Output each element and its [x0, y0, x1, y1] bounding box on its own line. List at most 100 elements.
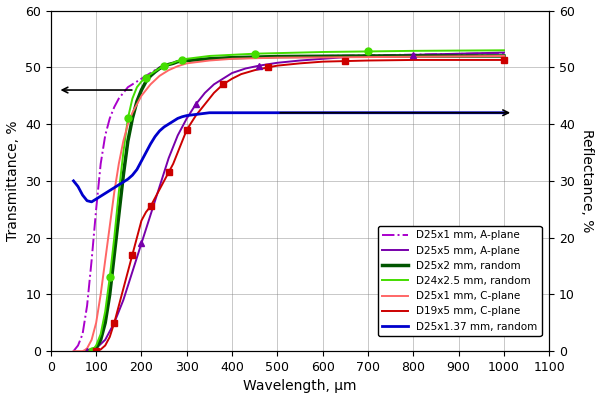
D19x5 mm, C-plane: [211, 91, 218, 95]
Line: D19x5 mm, C-plane: D19x5 mm, C-plane: [96, 60, 504, 351]
D25x1.37 mm, random: [165, 122, 172, 126]
D25x1.37 mm, random: [97, 194, 104, 199]
D25x1.37 mm, random: [124, 177, 131, 182]
D25x1 mm, A-plane: [120, 91, 127, 95]
D19x5 mm, C-plane: [115, 303, 122, 308]
D25x1.37 mm, random: [500, 111, 508, 115]
D25x1 mm, A-plane: [500, 51, 508, 55]
D19x5 mm, C-plane: [192, 113, 199, 118]
D24x2.5 mm, random: [206, 53, 213, 58]
D25x1.37 mm, random: [179, 115, 186, 119]
D25x2 mm, random: [206, 56, 213, 61]
D25x1.37 mm, random: [156, 128, 163, 133]
D25x2 mm, random: [115, 213, 122, 217]
D24x2.5 mm, random: [151, 69, 158, 74]
D25x1 mm, A-plane: [183, 58, 190, 63]
D25x1 mm, A-plane: [229, 55, 236, 60]
D25x5 mm, A-plane: [274, 60, 281, 65]
D25x5 mm, A-plane: [455, 51, 462, 56]
D25x1 mm, C-plane: [110, 190, 118, 195]
D25x1 mm, A-plane: [70, 349, 77, 354]
D24x2.5 mm, random: [170, 60, 177, 65]
D19x5 mm, C-plane: [120, 286, 127, 291]
D25x1 mm, A-plane: [115, 96, 122, 101]
D19x5 mm, C-plane: [179, 139, 186, 144]
D19x5 mm, C-plane: [147, 204, 154, 209]
D25x1 mm, A-plane: [274, 54, 281, 59]
D19x5 mm, C-plane: [319, 59, 326, 64]
Line: D25x5 mm, A-plane: D25x5 mm, A-plane: [87, 53, 504, 351]
D25x1 mm, C-plane: [206, 58, 213, 63]
D24x2.5 mm, random: [92, 343, 100, 348]
D19x5 mm, C-plane: [133, 235, 140, 240]
D25x1.37 mm, random: [129, 173, 136, 178]
D25x1.37 mm, random: [142, 150, 149, 155]
X-axis label: Wavelength, μm: Wavelength, μm: [244, 379, 357, 393]
D19x5 mm, C-plane: [124, 269, 131, 274]
D25x1 mm, C-plane: [88, 338, 95, 342]
D25x2 mm, random: [179, 59, 186, 63]
Legend: D25x1 mm, A-plane, D25x5 mm, A-plane, D25x2 mm, random, D24x2.5 mm, random, D25x: D25x1 mm, A-plane, D25x5 mm, A-plane, D2…: [377, 226, 542, 336]
D25x1 mm, A-plane: [106, 116, 113, 121]
D25x1 mm, A-plane: [79, 332, 86, 336]
D19x5 mm, C-plane: [101, 343, 109, 348]
D25x1.37 mm, random: [206, 111, 213, 115]
D25x1 mm, C-plane: [174, 64, 181, 69]
D25x1 mm, C-plane: [364, 55, 371, 59]
D25x1 mm, A-plane: [156, 65, 163, 70]
D25x5 mm, A-plane: [242, 66, 249, 71]
D25x2 mm, random: [151, 69, 158, 74]
D25x2 mm, random: [147, 73, 154, 78]
D25x1.37 mm, random: [88, 200, 95, 204]
D25x2 mm, random: [97, 338, 104, 342]
D25x5 mm, A-plane: [296, 58, 304, 63]
D25x1 mm, A-plane: [97, 162, 104, 166]
D25x1 mm, A-plane: [165, 62, 172, 67]
D25x2 mm, random: [165, 62, 172, 67]
D25x1 mm, A-plane: [206, 56, 213, 61]
D25x1 mm, A-plane: [170, 61, 177, 66]
D25x1 mm, A-plane: [174, 59, 181, 64]
D25x2 mm, random: [142, 79, 149, 84]
D19x5 mm, C-plane: [500, 57, 508, 62]
D24x2.5 mm, random: [183, 56, 190, 61]
D25x5 mm, A-plane: [364, 53, 371, 58]
D25x1 mm, C-plane: [274, 55, 281, 60]
D25x1 mm, C-plane: [129, 111, 136, 115]
D25x2 mm, random: [120, 173, 127, 178]
D25x1 mm, A-plane: [147, 71, 154, 75]
D25x1.37 mm, random: [364, 111, 371, 115]
D19x5 mm, C-plane: [201, 102, 208, 107]
D19x5 mm, C-plane: [410, 57, 417, 62]
D25x1 mm, C-plane: [133, 102, 140, 107]
D25x2 mm, random: [124, 139, 131, 144]
D19x5 mm, C-plane: [106, 335, 113, 340]
D24x2.5 mm, random: [229, 52, 236, 57]
D19x5 mm, C-plane: [220, 82, 227, 87]
D24x2.5 mm, random: [500, 48, 508, 53]
D25x1.37 mm, random: [74, 184, 82, 189]
D24x2.5 mm, random: [161, 64, 168, 69]
D25x1 mm, A-plane: [138, 76, 145, 81]
D25x5 mm, A-plane: [174, 133, 181, 138]
D25x2 mm, random: [106, 292, 113, 297]
D25x1 mm, A-plane: [83, 303, 91, 308]
D25x2 mm, random: [170, 61, 177, 66]
D25x5 mm, A-plane: [256, 63, 263, 68]
D25x5 mm, A-plane: [229, 71, 236, 75]
D25x2 mm, random: [110, 252, 118, 257]
D25x1 mm, C-plane: [500, 53, 508, 58]
D24x2.5 mm, random: [165, 62, 172, 67]
Line: D25x1 mm, C-plane: D25x1 mm, C-plane: [73, 56, 504, 351]
D24x2.5 mm, random: [156, 66, 163, 71]
D25x1.37 mm, random: [170, 119, 177, 124]
Line: D24x2.5 mm, random: D24x2.5 mm, random: [92, 50, 504, 351]
D25x2 mm, random: [500, 53, 508, 58]
D24x2.5 mm, random: [120, 150, 127, 155]
D19x5 mm, C-plane: [92, 349, 100, 354]
D25x1.37 mm, random: [101, 191, 109, 196]
D25x1.37 mm, random: [274, 111, 281, 115]
D25x1 mm, C-plane: [70, 349, 77, 354]
D19x5 mm, C-plane: [229, 76, 236, 81]
D25x1 mm, C-plane: [124, 122, 131, 126]
